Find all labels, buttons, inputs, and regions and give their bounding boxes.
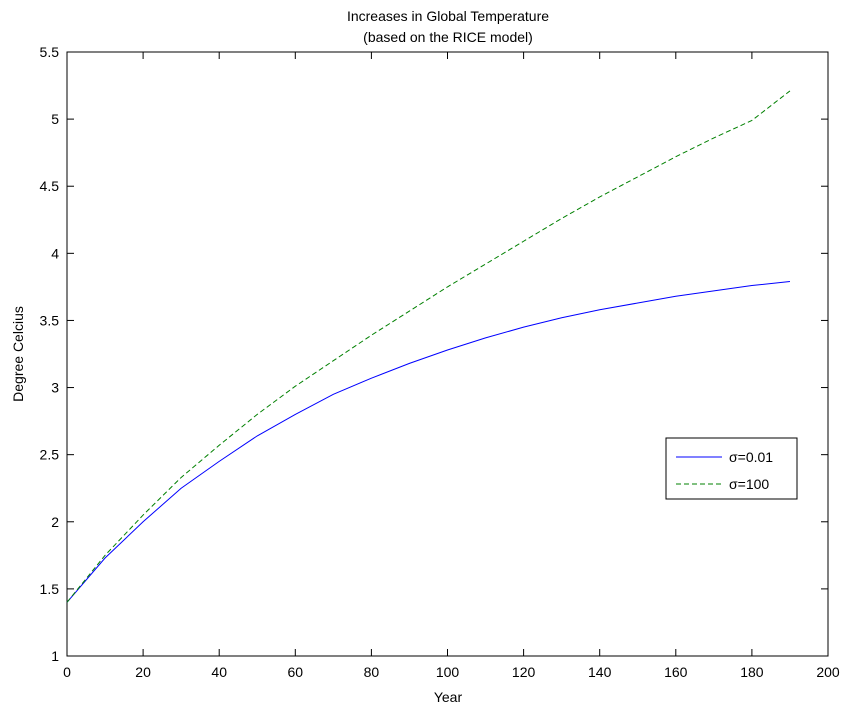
chart-subtitle: (based on the RICE model) [363, 29, 533, 45]
y-tick-label: 1 [51, 648, 59, 664]
x-tick-label: 160 [664, 664, 688, 680]
y-tick-label: 3 [51, 380, 59, 396]
y-axis-label: Degree Celcius [10, 306, 26, 402]
y-axis: 1 1.5 2 2.5 3 3.5 4 4.5 5 5.5 [40, 44, 828, 664]
series-line-1 [66, 281, 791, 603]
x-tick-label: 20 [135, 664, 151, 680]
y-tick-label: 3.5 [40, 312, 60, 328]
legend-label-series-1: σ=0.01 [729, 449, 773, 465]
x-tick-label: 120 [512, 664, 536, 680]
x-tick-label: 40 [211, 664, 227, 680]
series-lines [66, 90, 791, 603]
plot-area [66, 51, 829, 657]
y-tick-label: 5.5 [40, 44, 60, 60]
y-tick-label: 2 [51, 514, 59, 530]
y-tick-label: 2.5 [40, 447, 60, 463]
x-tick-label: 140 [588, 664, 612, 680]
x-tick-label: 60 [288, 664, 304, 680]
legend-label-series-2: σ=100 [729, 476, 769, 492]
legend: σ=0.01 σ=100 [665, 437, 798, 500]
y-tick-label: 5 [51, 111, 59, 127]
x-axis-label: Year [434, 689, 463, 705]
x-tick-label: 100 [436, 664, 460, 680]
x-tick-label: 80 [364, 664, 380, 680]
x-tick-label: 200 [816, 664, 840, 680]
y-tick-label: 1.5 [40, 581, 60, 597]
y-tick-label: 4.5 [40, 178, 60, 194]
legend-box [665, 437, 798, 500]
series-line-2 [66, 90, 791, 603]
x-tick-label: 0 [63, 664, 71, 680]
x-tick-label: 180 [740, 664, 764, 680]
chart-title: Increases in Global Temperature [347, 8, 549, 24]
x-axis: 0 20 40 60 80 100 120 140 160 180 200 [63, 52, 840, 680]
y-tick-label: 4 [51, 245, 59, 261]
